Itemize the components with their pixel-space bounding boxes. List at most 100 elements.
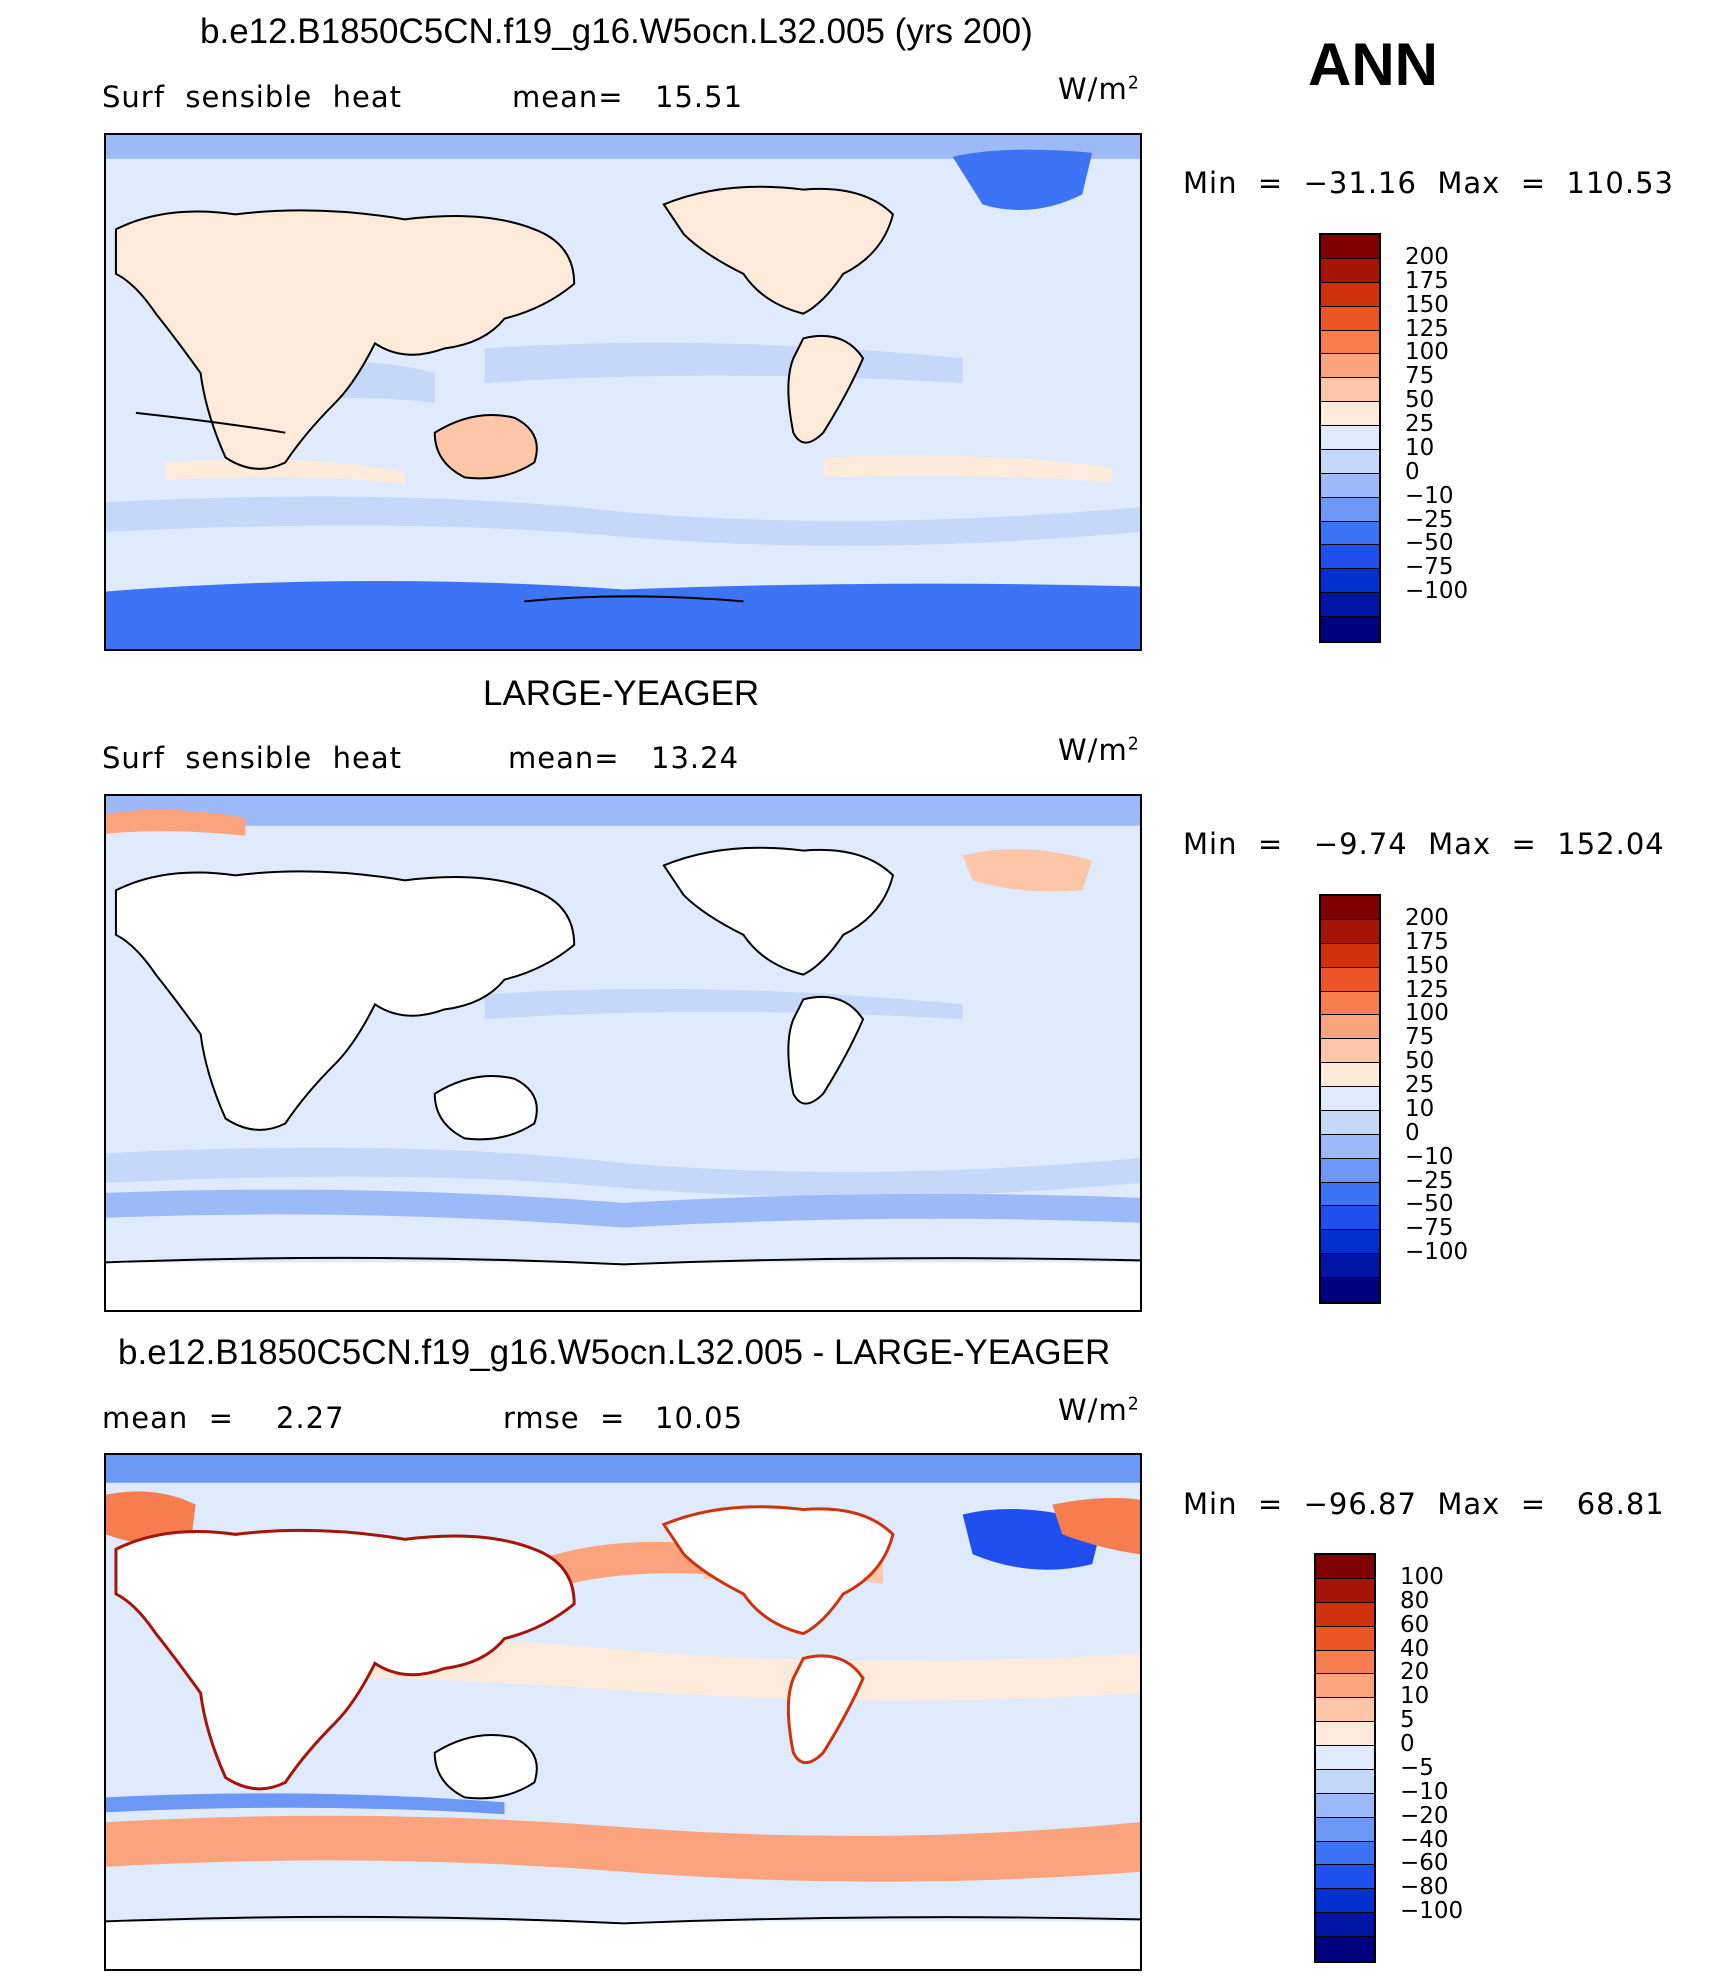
colorbar-swatch bbox=[1321, 1015, 1379, 1040]
colorbar-swatch bbox=[1316, 1698, 1374, 1723]
colorbar-tick-label: 0 bbox=[1400, 1731, 1415, 1758]
australia-land bbox=[433, 413, 538, 480]
colorbar-swatch bbox=[1321, 258, 1379, 283]
panel1-units: W/m2 bbox=[1058, 72, 1140, 106]
colorbar-swatch bbox=[1316, 1889, 1374, 1914]
panel2-minmax: Min = −9.74 Max = 152.04 bbox=[1183, 827, 1665, 861]
colorbar-tick-label: 80 bbox=[1400, 1587, 1430, 1614]
colorbar-tick-label: −10 bbox=[1405, 1143, 1454, 1170]
colorbar-swatch bbox=[1321, 569, 1379, 594]
panel1-map-svg bbox=[106, 135, 1140, 649]
southern-warm-band-2 bbox=[823, 455, 1113, 483]
south-america-land bbox=[787, 334, 865, 444]
eurasia-africa-land bbox=[114, 870, 576, 1131]
arctic-band bbox=[106, 135, 1140, 159]
colorbar-swatch bbox=[1316, 1722, 1374, 1746]
eurasia-africa-land bbox=[114, 1528, 576, 1791]
colorbar-swatch bbox=[1321, 378, 1379, 403]
colorbar-tick-label: −25 bbox=[1405, 506, 1454, 533]
colorbar-tick-label: 50 bbox=[1405, 1048, 1435, 1075]
colorbar-tick-label: 175 bbox=[1405, 928, 1449, 955]
colorbar-tick-label: 175 bbox=[1405, 267, 1449, 294]
panel3-rmse-label: rmse = bbox=[503, 1401, 626, 1435]
eurasia-africa-land bbox=[114, 209, 576, 470]
colorbar-tick-label: 40 bbox=[1400, 1635, 1430, 1662]
colorbar-tick-label: −50 bbox=[1405, 530, 1454, 557]
colorbar-tick-label: 125 bbox=[1405, 976, 1449, 1003]
south-america-land bbox=[786, 1654, 865, 1765]
colorbar-tick-label: −5 bbox=[1400, 1754, 1434, 1781]
colorbar-swatch bbox=[1316, 1841, 1374, 1866]
antarctica-land bbox=[106, 1262, 1140, 1310]
colorbar-swatch bbox=[1316, 1555, 1374, 1579]
colorbar-swatch bbox=[1321, 473, 1379, 498]
colorbar-tick-label: 100 bbox=[1405, 1000, 1449, 1027]
colorbar-swatch bbox=[1321, 967, 1379, 992]
colorbar-tick-label: −10 bbox=[1405, 482, 1454, 509]
colorbar-swatch bbox=[1321, 1087, 1379, 1111]
colorbar-swatch bbox=[1321, 1230, 1379, 1255]
arctic-band bbox=[106, 796, 1140, 826]
colorbar-swatch bbox=[1321, 943, 1379, 968]
colorbar-swatch bbox=[1316, 1865, 1374, 1890]
colorbar-tick-label: 150 bbox=[1405, 952, 1449, 979]
colorbar-swatch bbox=[1316, 1769, 1374, 1794]
labrador-warm bbox=[962, 849, 1093, 892]
colorbar-swatch bbox=[1321, 521, 1379, 546]
australia-land bbox=[433, 1074, 538, 1141]
colorbar-tick-label: −50 bbox=[1405, 1191, 1454, 1218]
colorbar-tick-label: 150 bbox=[1405, 291, 1449, 318]
colorbar-swatch bbox=[1316, 1602, 1374, 1627]
colorbar-tick-label: 25 bbox=[1405, 1072, 1435, 1099]
colorbar-tick-label: 200 bbox=[1405, 904, 1449, 931]
panel1-mean-value: 15.51 bbox=[655, 80, 744, 114]
panel3-minmax: Min = −96.87 Max = 68.81 bbox=[1183, 1487, 1665, 1521]
colorbar-tick-label: −40 bbox=[1400, 1826, 1449, 1853]
colorbar-swatch bbox=[1321, 545, 1379, 570]
colorbar-swatch bbox=[1321, 1110, 1379, 1135]
colorbar-swatch bbox=[1321, 282, 1379, 307]
colorbar-tick-label: 50 bbox=[1405, 387, 1435, 414]
colorbar-swatch bbox=[1321, 896, 1379, 920]
colorbar-tick-label: −60 bbox=[1400, 1850, 1449, 1877]
panel2-units: W/m2 bbox=[1058, 733, 1140, 767]
colorbar-swatch bbox=[1316, 1937, 1374, 1961]
colorbar-tick-label: −75 bbox=[1405, 1215, 1454, 1242]
colorbar-swatch bbox=[1321, 1039, 1379, 1064]
colorbar-tick-label: −100 bbox=[1405, 578, 1469, 605]
panel2-mean-label: mean= bbox=[508, 741, 620, 775]
panel2-variable: Surf sensible heat bbox=[102, 741, 402, 775]
colorbar-tick-label: −100 bbox=[1405, 1239, 1469, 1266]
panel2-mean-value: 13.24 bbox=[651, 741, 740, 775]
colorbar-swatch bbox=[1316, 1674, 1374, 1699]
season-label: ANN bbox=[1308, 31, 1438, 98]
colorbar-swatch bbox=[1321, 426, 1379, 450]
colorbar-swatch bbox=[1321, 593, 1379, 617]
colorbar-tick-label: 100 bbox=[1405, 339, 1449, 366]
north-america-land bbox=[662, 185, 895, 315]
panel3-title: b.e12.B1850C5CN.f19_g16.W5ocn.L32.005 - … bbox=[118, 1333, 1111, 1372]
north-america-land bbox=[661, 1505, 895, 1636]
colorbar-tick-label: 100 bbox=[1400, 1563, 1444, 1590]
colorbar-swatch bbox=[1321, 1158, 1379, 1183]
southern-band bbox=[106, 496, 1140, 546]
colorbar-swatch bbox=[1321, 330, 1379, 355]
colorbar-swatch bbox=[1321, 402, 1379, 426]
colorbar-swatch bbox=[1321, 1063, 1379, 1087]
colorbar-swatch bbox=[1316, 1746, 1374, 1770]
colorbar-swatch bbox=[1316, 1626, 1374, 1651]
colorbar-tick-label: −25 bbox=[1405, 1167, 1454, 1194]
panel1-colorbar bbox=[1319, 233, 1381, 643]
panel2-map bbox=[104, 794, 1142, 1312]
colorbar-swatch bbox=[1321, 1278, 1379, 1302]
colorbar-tick-label: −100 bbox=[1400, 1898, 1464, 1925]
colorbar-tick-label: 10 bbox=[1400, 1683, 1430, 1710]
colorbar-swatch bbox=[1316, 1817, 1374, 1842]
southern-band bbox=[106, 1147, 1140, 1197]
panel3-units: W/m2 bbox=[1058, 1393, 1140, 1427]
panel3-rmse-value: 10.05 bbox=[655, 1401, 744, 1435]
panel2-map-svg bbox=[106, 796, 1140, 1310]
colorbar-tick-label: 20 bbox=[1400, 1659, 1430, 1686]
panel1-variable: Surf sensible heat bbox=[102, 80, 402, 114]
colorbar-swatch bbox=[1321, 497, 1379, 522]
